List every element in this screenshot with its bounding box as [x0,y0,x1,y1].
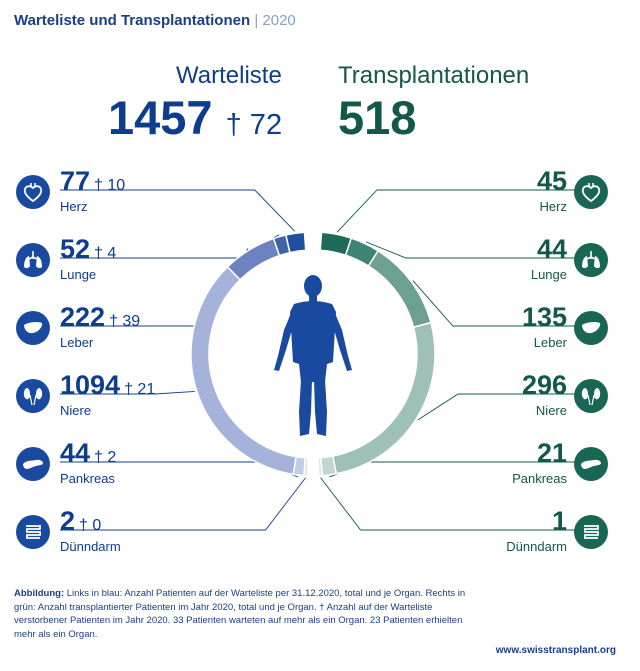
liver-icon [574,311,608,345]
transplant-segment-kidney [331,321,436,475]
waitlist-heading: Warteliste [176,62,282,89]
caption-label: Abbildung: [14,588,65,599]
website-link[interactable]: www.swisstransplant.org [495,645,616,656]
lungs-icon [16,243,50,277]
transplant-segment-intestine [317,456,323,477]
waitlist-segment-liver [226,237,281,281]
heart-icon [574,175,608,209]
organ-value: 44 [536,234,567,264]
title-text: Warteliste und Transplantationen [14,12,251,29]
figure-caption: Abbildung: Links in blau: Anzahl Patient… [14,587,474,641]
organ-label: Leber [60,335,94,350]
organ-label: Herz [60,199,88,214]
human-body-figure [274,275,352,436]
waitlist-connector-intestine [60,477,306,531]
organ-value: 44 † 2 [60,438,117,468]
transplant-connector-kidney [417,393,580,421]
organ-value: 45 [536,166,567,196]
waitlist-connector-heart [60,189,296,232]
organ-label: Dünndarm [60,539,121,554]
title-separator: | [254,12,259,29]
waitlist-total: 1457 † 72 [108,94,282,141]
page-title: Warteliste und Transplantationen | 2020 [14,12,296,29]
organ-label: Lunge [60,267,97,282]
organ-value: 296 [521,370,567,400]
pancreas-icon [16,447,50,481]
donut-segments [190,231,436,477]
lungs-icon [574,243,608,277]
heart-icon [16,175,50,209]
transplant-segment-liver [367,249,432,329]
waitlist-total-deaths: † 72 [225,109,283,141]
caption-text: Links in blau: Anzahl Patienten auf der … [14,588,466,640]
intestine-icon [574,515,608,549]
organ-label: Pankreas [60,471,115,486]
organ-value: 52 † 4 [60,234,117,264]
organ-value: 135 [521,302,567,332]
pancreas-icon [574,447,608,481]
donut-chart [60,189,580,531]
organ-label: Pankreas [512,471,567,486]
transplant-connector-liver [412,280,580,327]
waitlist-segment-intestine [303,456,310,477]
organ-label: Niere [60,403,92,418]
transplant-connector-heart [336,189,580,233]
waitlist-connector-kidney [60,391,195,395]
transplant-heading: Transplantationen [338,62,530,89]
liver-icon [16,311,50,345]
organ-label: Herz [539,199,567,214]
intestine-icon [16,515,50,549]
organ-label: Lunge [530,267,567,282]
transplant-connector-intestine [320,477,580,531]
organ-value: 77 † 10 [60,166,126,196]
organ-value: 1094 † 21 [60,370,156,400]
organ-label: Niere [535,403,567,418]
organ-label: Dünndarm [506,539,567,554]
transplant-connector-lung [365,241,580,259]
organ-value: 222 † 39 [60,302,141,332]
kidney-icon [574,379,608,413]
organ-value: 1 [551,506,567,536]
transplant-segment-pancreas [320,455,338,477]
waitlist-total-value: 1457 [108,91,213,144]
organ-value: 21 [536,438,567,468]
kidney-icon [16,379,50,413]
waitlist-segment-kidney [190,265,298,476]
organ-label: Leber [533,335,567,350]
transplant-total: 518 [338,91,417,144]
title-year: 2020 [262,12,296,29]
organ-value: 2 † 0 [60,506,102,536]
